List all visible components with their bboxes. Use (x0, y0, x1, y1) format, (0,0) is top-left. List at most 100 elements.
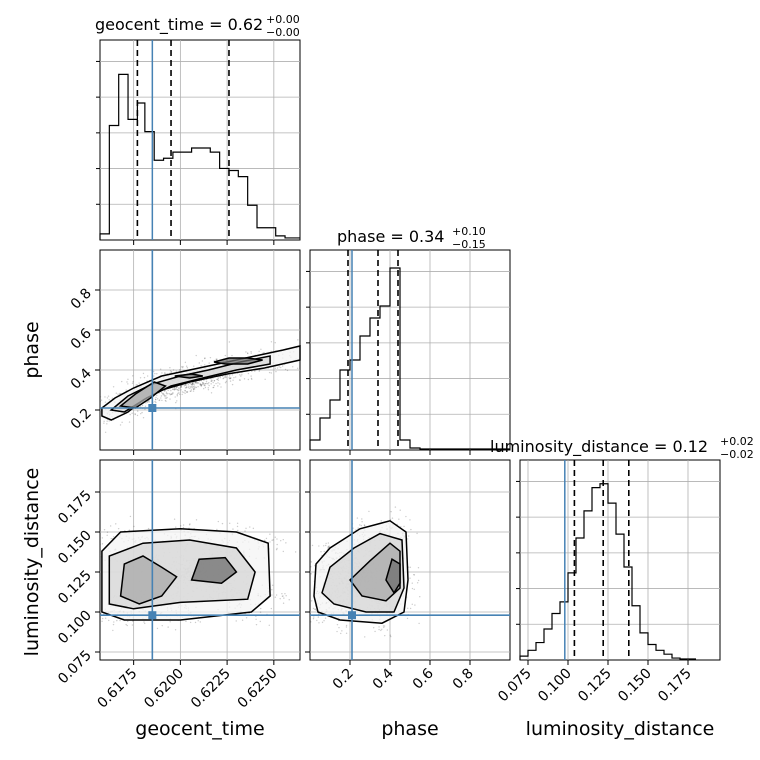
sample-point (154, 372, 156, 375)
sample-point (308, 358, 309, 359)
sample-point (201, 384, 203, 386)
sample-point (327, 542, 330, 544)
sample-point (164, 395, 166, 397)
y-ticks (96, 60, 100, 205)
sample-point (101, 620, 103, 623)
sample-point (164, 372, 166, 375)
sample-point (184, 392, 186, 395)
truth-marker (348, 611, 356, 620)
sample-point (275, 370, 277, 373)
sample-point (203, 379, 205, 381)
sample-point (153, 370, 155, 373)
sample-point (361, 521, 363, 523)
sample-point (260, 348, 262, 350)
sample-point (163, 393, 165, 396)
sample-point (169, 621, 171, 623)
sample-point (231, 374, 234, 376)
sample-point (403, 525, 405, 528)
sample-point (140, 412, 142, 415)
sample-point (399, 509, 401, 511)
sample-point (146, 375, 149, 377)
sample-point (154, 398, 157, 401)
sample-point (408, 535, 410, 537)
sample-point (193, 383, 195, 385)
sample-point (138, 382, 140, 384)
sample-point (112, 536, 115, 538)
sample-point (161, 624, 163, 627)
sample-point (87, 547, 88, 548)
sample-point (250, 375, 252, 377)
sample-point (177, 389, 179, 392)
sample-point (92, 408, 93, 409)
sample-point (189, 621, 192, 624)
sample-point (195, 354, 197, 357)
sample-point (144, 622, 146, 625)
sample-point (178, 387, 180, 390)
sample-point (115, 392, 117, 394)
sample-point (203, 384, 205, 386)
sample-point (380, 629, 382, 632)
sample-point (90, 410, 91, 411)
sample-point (215, 382, 217, 385)
sample-point (323, 550, 325, 553)
sample-point (166, 393, 169, 395)
y-ticks: 0.2 0.4 0.6 0.8 (68, 286, 95, 433)
sample-point (117, 393, 119, 395)
sample-point (320, 551, 322, 553)
sample-point (101, 537, 104, 539)
contour-level (174, 373, 203, 379)
x-tick-label: 0.6175 (95, 666, 141, 712)
sample-point (140, 406, 142, 408)
panel-frame (519, 459, 721, 661)
sample-point (224, 354, 227, 357)
truth-lines (100, 250, 300, 450)
sample-point (126, 381, 128, 383)
sample-point (176, 388, 178, 391)
sample-point (364, 636, 366, 638)
sample-point (134, 413, 136, 415)
sample-point (186, 391, 189, 393)
sample-point (306, 349, 307, 350)
sample-point (217, 377, 220, 380)
sample-point (176, 395, 179, 397)
sample-point (185, 386, 187, 389)
sample-point (418, 622, 420, 625)
sample-point (97, 420, 98, 421)
sample-point (276, 367, 279, 369)
sample-point (224, 381, 227, 384)
title-plus-luminosity-distance: +0.02 (720, 435, 754, 448)
sample-point (259, 611, 262, 613)
sample-point (134, 413, 136, 416)
y-tick-label: 0.100 (55, 608, 95, 648)
contour-level (119, 555, 178, 605)
sample-point (222, 377, 224, 380)
sample-point (271, 594, 273, 596)
sample-point (263, 351, 265, 354)
sample-point (191, 382, 194, 385)
sample-point (178, 387, 180, 389)
sample-point (185, 385, 188, 387)
sample-point (119, 424, 122, 426)
sample-point (98, 418, 99, 419)
contour-level (213, 357, 263, 365)
y-ticks (516, 480, 520, 625)
sample-point (279, 366, 282, 369)
sample-point (170, 393, 173, 395)
sample-point (106, 531, 109, 533)
sample-point (324, 617, 327, 619)
sample-point (203, 387, 205, 390)
sample-point (228, 375, 231, 377)
sample-point (165, 395, 167, 397)
sample-point (338, 626, 340, 629)
sample-point (184, 390, 186, 392)
sample-point (148, 401, 150, 403)
sample-point (127, 383, 129, 385)
sample-point (210, 380, 213, 382)
sample-point (65, 424, 66, 425)
contour-level (190, 556, 238, 584)
sample-point (148, 400, 150, 402)
sample-point (308, 359, 309, 360)
sample-point (229, 377, 231, 380)
sample-point (234, 376, 237, 378)
